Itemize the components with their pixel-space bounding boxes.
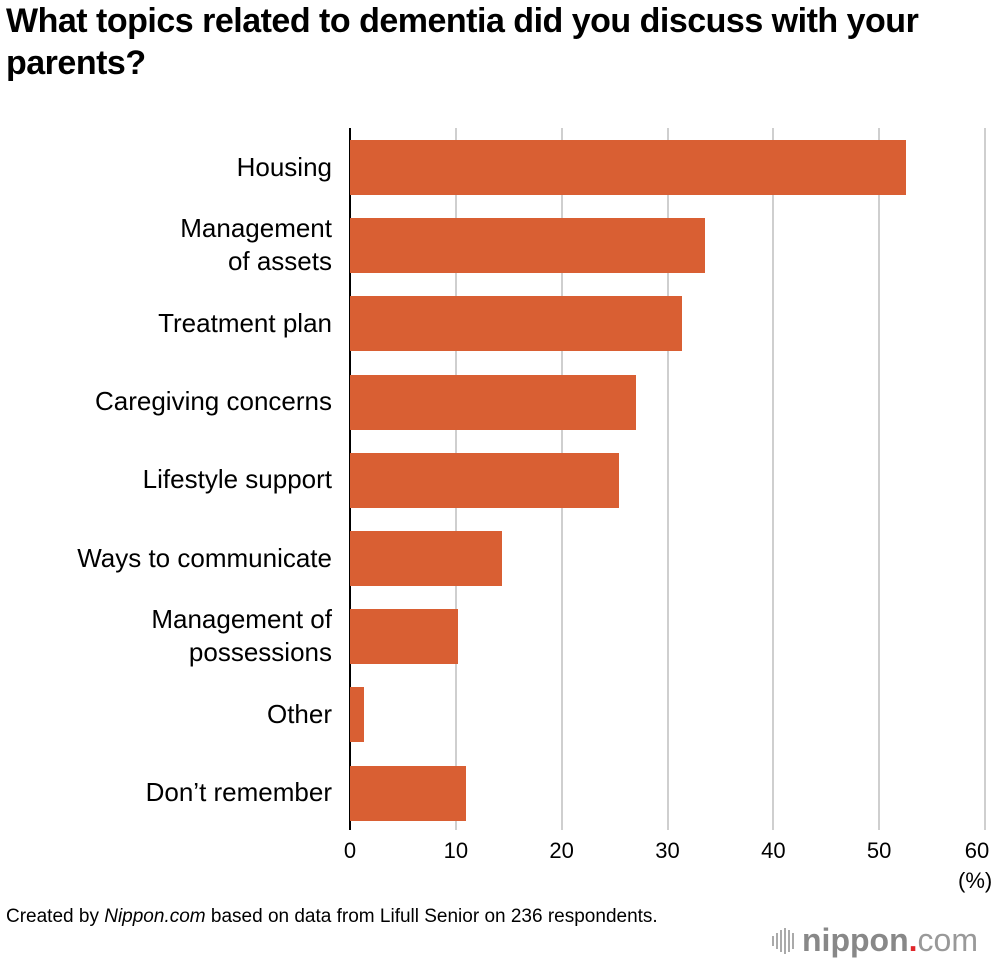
bar	[350, 609, 458, 665]
category-label: Caregiving concerns	[94, 386, 332, 417]
gridline	[772, 128, 775, 830]
category-label: Management of possessions	[151, 604, 332, 668]
category-label: Management of assets	[180, 213, 332, 277]
source-name: Nippon.com	[104, 906, 206, 927]
bar	[350, 140, 906, 195]
bar	[350, 296, 683, 352]
bar	[350, 218, 705, 274]
gridline	[666, 128, 669, 830]
x-axis-unit: (%)	[958, 868, 993, 893]
bar	[350, 452, 619, 508]
nippon-logo: nippon. com	[772, 922, 978, 959]
sound-bars-icon	[772, 927, 794, 954]
x-tick-label: 60	[964, 838, 990, 863]
source-note: Created by Nippon.com based on data from…	[6, 906, 658, 927]
bar	[350, 374, 636, 430]
x-tick-label: 40	[761, 838, 786, 863]
gridline	[984, 128, 986, 830]
x-tick-label: 10	[443, 838, 469, 863]
gridline	[878, 128, 881, 830]
bar	[350, 531, 503, 586]
category-label: Other	[266, 698, 332, 729]
category-label: Housing	[236, 151, 332, 182]
category-label: Don’t remember	[145, 777, 332, 808]
category-label: Treatment plan	[158, 307, 332, 338]
plot-area	[349, 128, 986, 830]
x-tick-label: 30	[655, 838, 680, 863]
bar	[350, 687, 364, 743]
x-tick-label: 0	[343, 838, 357, 863]
category-label: Ways to communicate	[77, 542, 332, 573]
x-tick-label: 50	[866, 838, 892, 863]
x-tick-label: 20	[549, 838, 574, 863]
category-label: Lifestyle support	[142, 464, 332, 495]
chart-title: What topics related to dementia did you …	[6, 2, 919, 82]
bar	[350, 765, 467, 821]
